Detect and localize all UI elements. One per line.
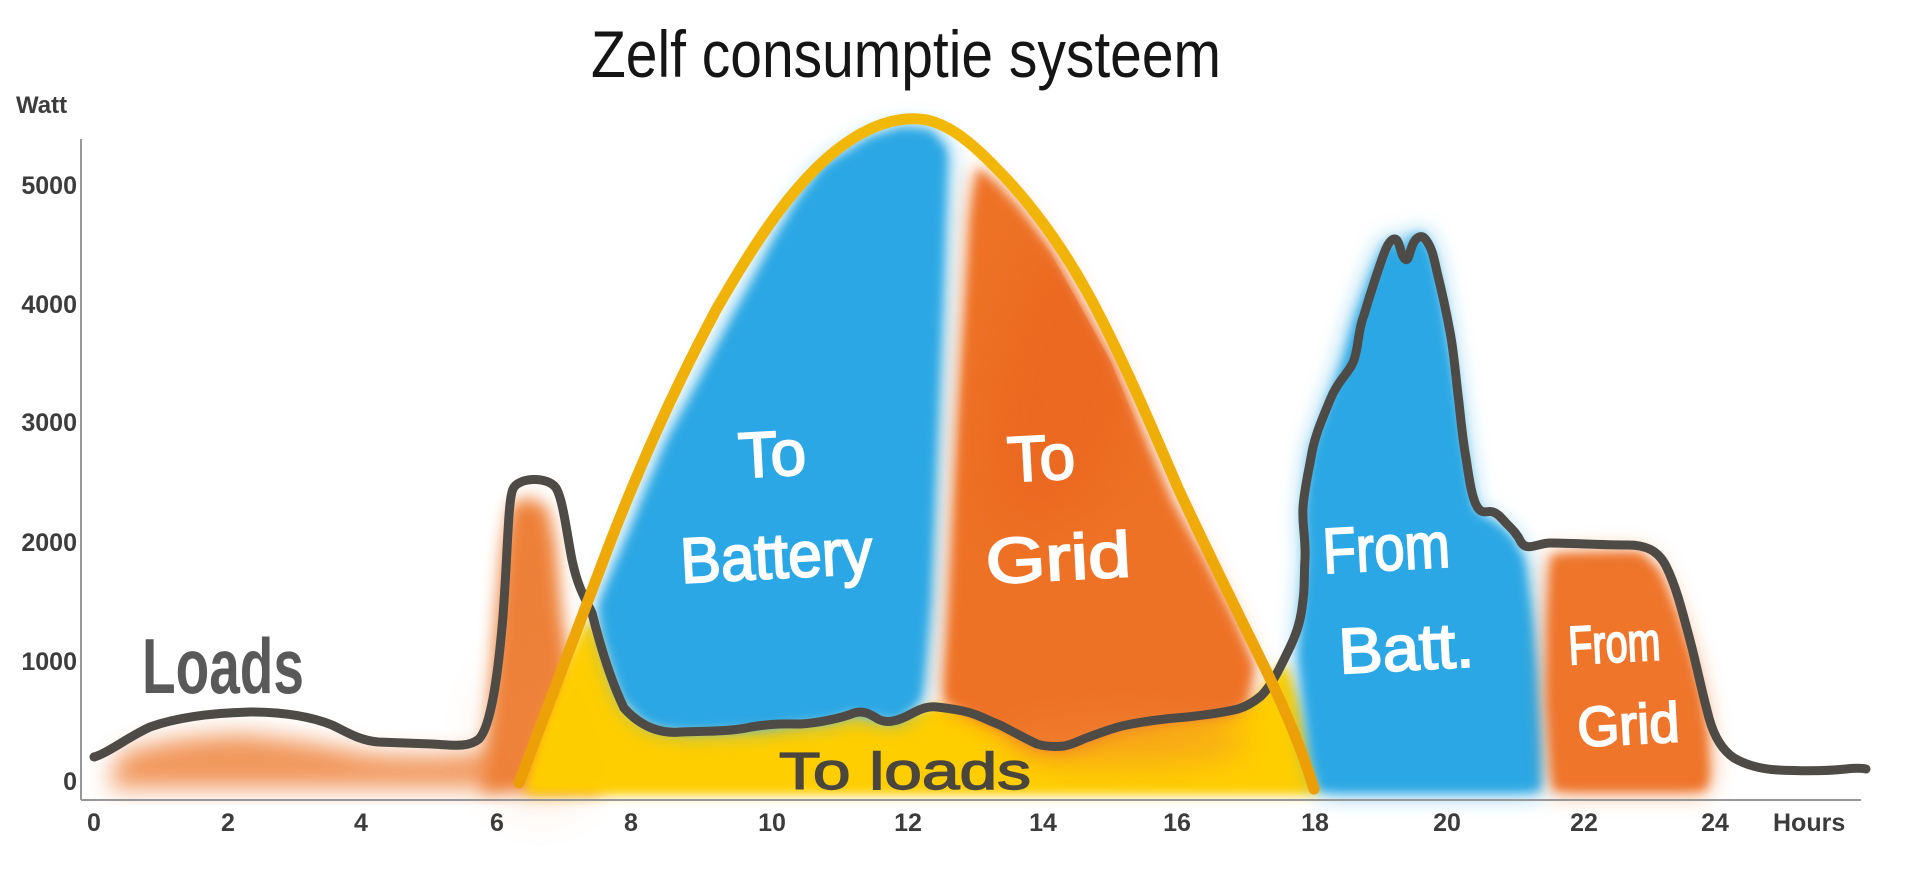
svg-text:To loads: To loads (779, 743, 1031, 801)
svg-text:0: 0 (87, 809, 101, 837)
svg-text:20: 20 (1433, 809, 1461, 837)
svg-text:2000: 2000 (21, 529, 77, 557)
svg-text:14: 14 (1029, 809, 1057, 837)
svg-text:4000: 4000 (21, 291, 77, 319)
svg-text:22: 22 (1570, 809, 1598, 837)
svg-text:From: From (1567, 612, 1662, 677)
svg-text:Battery: Battery (678, 515, 874, 597)
svg-text:24: 24 (1701, 809, 1729, 837)
svg-text:8: 8 (624, 809, 638, 837)
svg-text:From: From (1321, 509, 1452, 588)
svg-text:0: 0 (63, 768, 77, 796)
svg-text:Batt.: Batt. (1337, 609, 1476, 688)
svg-text:1000: 1000 (21, 648, 77, 676)
svg-text:6: 6 (490, 809, 504, 837)
svg-text:Hours: Hours (1773, 809, 1845, 837)
svg-text:18: 18 (1301, 809, 1329, 837)
svg-text:16: 16 (1163, 809, 1191, 837)
svg-text:Grid: Grid (984, 518, 1133, 597)
svg-text:5000: 5000 (21, 172, 77, 200)
svg-text:4: 4 (354, 809, 368, 837)
svg-text:To: To (736, 416, 807, 491)
svg-text:2: 2 (221, 809, 235, 837)
svg-text:12: 12 (894, 809, 922, 837)
svg-text:3000: 3000 (21, 409, 77, 437)
svg-text:Grid: Grid (1576, 690, 1681, 758)
svg-text:Loads: Loads (142, 622, 304, 710)
svg-text:Zelf consumptie systeem: Zelf consumptie systeem (591, 17, 1221, 91)
svg-text:To: To (1005, 420, 1076, 495)
svg-text:10: 10 (758, 809, 786, 837)
svg-text:Watt: Watt (16, 92, 67, 119)
